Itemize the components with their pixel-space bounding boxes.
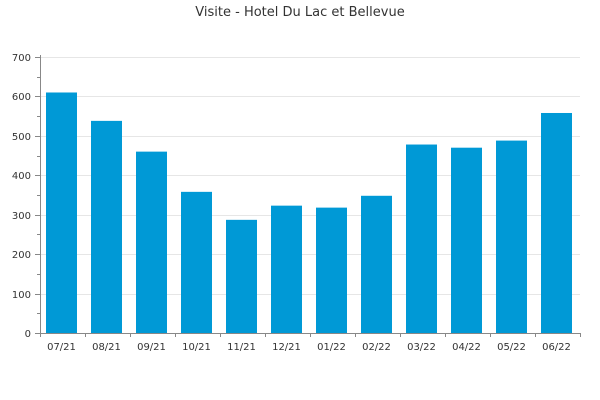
x-tick-label: 10/21 [182,342,211,353]
y-tick-label: 0 [25,329,31,340]
bar [541,112,572,334]
bar [136,151,167,333]
x-tick-label: 03/22 [407,342,436,353]
y-tick-label: 500 [12,132,31,143]
bar [496,140,527,333]
x-tick-label: 06/22 [542,342,571,353]
x-tick-label: 02/22 [362,342,391,353]
x-tick-labels: 07/21 08/21 09/21 10/21 11/21 12/21 01/22 02/22… [47,342,571,353]
bar [46,92,77,334]
grid-lines [40,57,580,295]
y-tick-label: 100 [12,290,31,301]
x-tick-label: 12/21 [272,342,301,353]
axes [35,55,581,337]
x-tick-label: 09/21 [137,342,166,353]
x-tick-label: 07/21 [47,342,76,353]
bar [271,205,302,333]
chart-title: Visite - Hotel Du Lac et Bellevue [195,5,404,20]
bar [226,219,257,333]
x-tick-label: 08/21 [92,342,121,353]
bars [46,92,572,334]
y-tick-label: 200 [12,250,31,261]
x-tick-label: 01/22 [317,342,346,353]
bar [361,195,392,333]
bar [181,191,212,333]
x-tick-label: 05/22 [497,342,526,353]
bar [451,147,482,333]
x-tick-label: 11/21 [227,342,256,353]
bar [91,120,122,334]
y-tick-label: 400 [12,171,31,182]
bar [406,144,437,333]
x-tick-label: 04/22 [452,342,481,353]
y-tick-label: 700 [12,53,31,64]
bar [316,207,347,333]
y-tick-label: 300 [12,211,31,222]
y-tick-label: 600 [12,92,31,103]
y-tick-labels: 0 100 200 300 400 500 600 700 [12,53,31,340]
